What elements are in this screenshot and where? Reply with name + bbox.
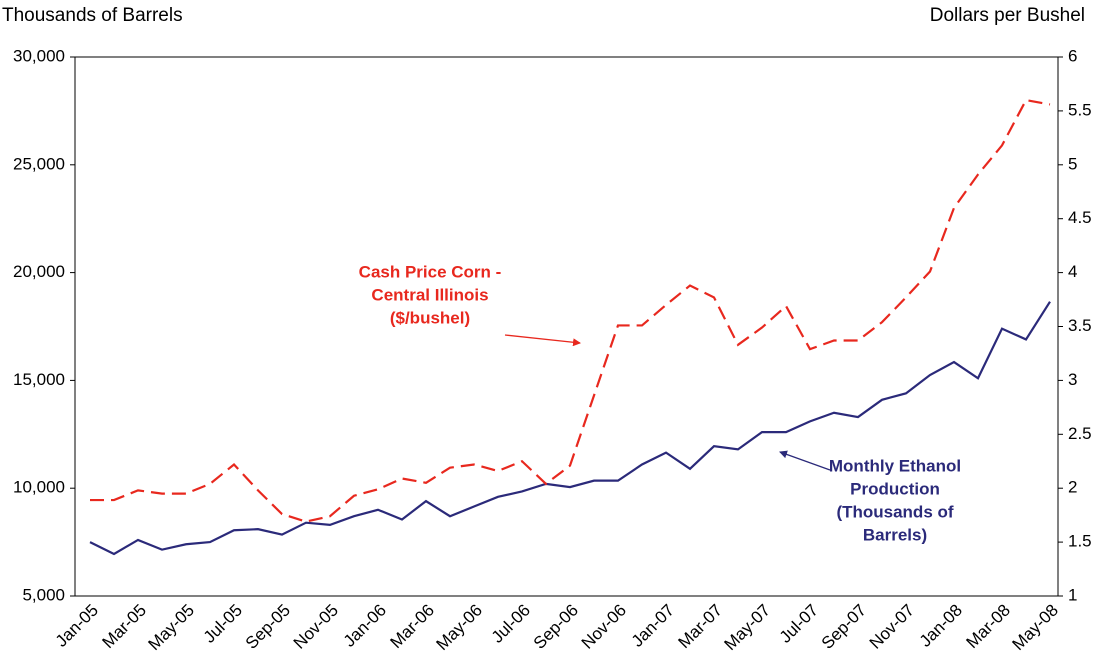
y2-tick-label: 5.5 (1068, 100, 1092, 119)
x-tick-label: Jul-05 (200, 601, 246, 647)
x-tick-label: Jan-07 (628, 601, 678, 651)
y2-tick-label: 1 (1068, 585, 1077, 604)
x-tick-label: Jan-05 (52, 601, 102, 651)
series-line (89, 301, 1051, 556)
y-tick-label: 25,000 (13, 154, 65, 173)
annotation-text: Monthly Ethanol (829, 456, 961, 475)
y2-tick-label: 3.5 (1068, 316, 1092, 335)
series-line (90, 98, 1051, 523)
x-tick-label: Mar-05 (98, 601, 150, 653)
x-tick-label: Mar-07 (674, 601, 726, 653)
x-tick-label: Nov-07 (866, 601, 918, 653)
x-tick-label: Jan-06 (340, 601, 390, 651)
x-tick-label: Jan-08 (916, 601, 966, 651)
y-tick-label: 20,000 (13, 262, 65, 281)
y2-tick-label: 1.5 (1068, 532, 1092, 551)
x-tick-label: May-08 (1008, 601, 1062, 655)
x-tick-label: Mar-06 (386, 601, 438, 653)
y-tick-label: 15,000 (13, 370, 65, 389)
x-tick-label: Nov-05 (290, 601, 342, 653)
x-tick-label: May-05 (144, 601, 198, 655)
annotation-text: Barrels) (863, 525, 927, 544)
y2-tick-label: 3 (1068, 370, 1077, 389)
y-tick-label: 5,000 (22, 585, 65, 604)
annotation-arrow (779, 450, 831, 471)
annotation-text: Cash Price Corn - (359, 262, 502, 281)
x-tick-label: Sep-07 (818, 601, 870, 653)
y2-tick-label: 4.5 (1068, 208, 1092, 227)
y2-tick-label: 2.5 (1068, 424, 1092, 443)
y2-tick-label: 4 (1068, 262, 1077, 281)
y-tick-label: 10,000 (13, 478, 65, 497)
x-tick-label: Nov-06 (578, 601, 630, 653)
y2-tick-label: 5 (1068, 154, 1077, 173)
annotation-arrow (504, 334, 581, 347)
annotation-text: (Thousands of (836, 502, 953, 521)
y2-tick-label: 2 (1068, 478, 1077, 497)
x-tick-label: May-06 (432, 601, 486, 655)
x-tick-label: Sep-05 (242, 601, 294, 653)
x-tick-label: Mar-08 (962, 601, 1014, 653)
annotation-text: Central Illinois (371, 285, 488, 304)
y2-tick-label: 6 (1068, 46, 1077, 65)
annotation-text: ($/bushel) (390, 308, 470, 327)
x-tick-label: Jul-06 (488, 601, 534, 647)
annotation-text: Production (850, 479, 940, 498)
y-axis-label: Thousands of Barrels (2, 5, 183, 26)
x-tick-label: Jul-07 (776, 601, 822, 647)
y2-axis-label: Dollars per Bushel (930, 5, 1085, 26)
x-tick-label: Sep-06 (530, 601, 582, 653)
y-tick-label: 30,000 (13, 46, 65, 65)
x-tick-label: May-07 (720, 601, 774, 655)
